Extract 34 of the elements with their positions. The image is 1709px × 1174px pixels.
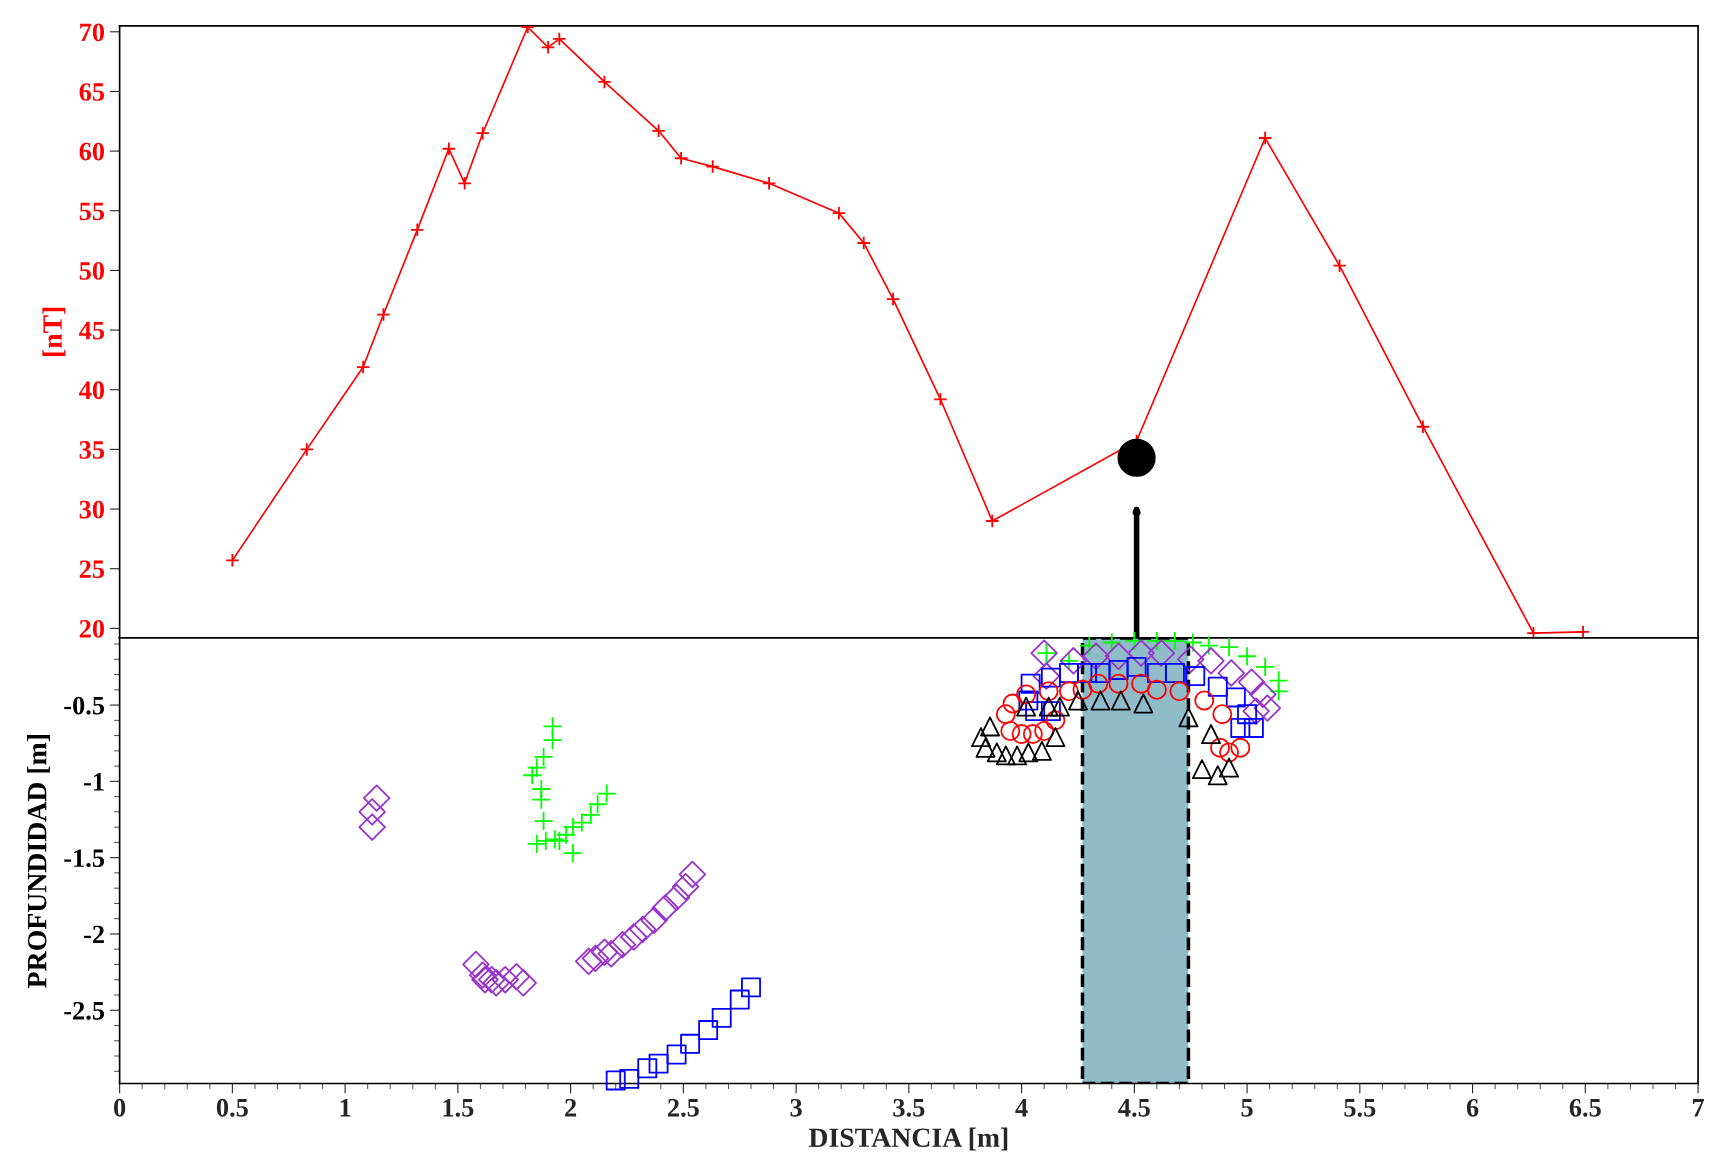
y-tick-label: 25 bbox=[79, 560, 105, 579]
x-tick-label: 7 bbox=[1692, 1099, 1705, 1117]
y-tick-label: -1.5 bbox=[64, 849, 105, 868]
x-tick-label: 2.5 bbox=[667, 1098, 699, 1117]
y-tick-label: -1 bbox=[84, 773, 104, 791]
y-tick-label: 20 bbox=[79, 619, 105, 638]
y-tick-label: -2 bbox=[84, 925, 104, 944]
y-tick-label: 50 bbox=[79, 262, 105, 280]
x-tick-label: 6.5 bbox=[1569, 1098, 1601, 1117]
x-tick-label: 4.5 bbox=[1118, 1099, 1150, 1117]
x-tick-label: 0.5 bbox=[216, 1098, 248, 1117]
x-tick-label: 2 bbox=[565, 1098, 577, 1117]
y-tick-label: 30 bbox=[79, 500, 105, 519]
x-tick-label: 1 bbox=[340, 1098, 351, 1117]
y-tick-label: 40 bbox=[79, 381, 105, 400]
y-tick-label: -2.5 bbox=[64, 1001, 105, 1020]
x-tick-label: 4 bbox=[1015, 1099, 1028, 1117]
x-tick-label: 6 bbox=[1466, 1098, 1479, 1117]
y-tick-label: -0.5 bbox=[64, 696, 105, 715]
y-tick-label: 70 bbox=[80, 23, 105, 42]
y-tick-label: 60 bbox=[79, 142, 105, 161]
x-tick-label: 3 bbox=[790, 1098, 802, 1117]
x-tick-label: 0 bbox=[114, 1098, 126, 1117]
x-tick-label: 1.5 bbox=[443, 1098, 474, 1117]
y-tick-label: 35 bbox=[79, 441, 105, 459]
y-axis-title: PROFUNDIDAD [m] bbox=[26, 735, 50, 988]
x-tick-label: 5.5 bbox=[1344, 1099, 1376, 1117]
x-tick-label: 3.5 bbox=[893, 1098, 925, 1117]
y-tick-label: 65 bbox=[79, 83, 105, 101]
y-axis-title: [nT] bbox=[42, 307, 66, 357]
x-axis-title: DISTANCIA [m] bbox=[808, 1127, 1008, 1151]
x-tick-label: 5 bbox=[1241, 1099, 1253, 1117]
y-tick-label: 55 bbox=[79, 202, 105, 221]
y-tick-label: 45 bbox=[79, 321, 105, 340]
